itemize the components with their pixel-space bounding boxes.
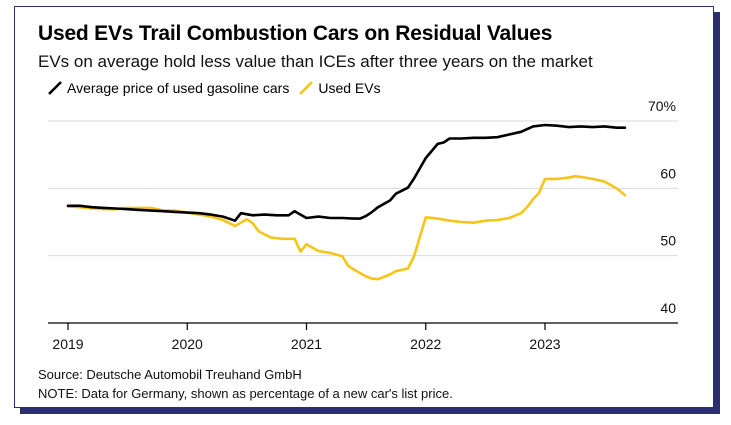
footnote: NOTE: Data for Germany, shown as percent… xyxy=(38,386,453,401)
x-tick-label-2022: 2022 xyxy=(410,336,441,352)
x-tick-label-2020: 2020 xyxy=(172,336,203,352)
y-tick-label-60: 60 xyxy=(660,165,676,181)
chart-legend: Average price of used gasoline cars Used… xyxy=(48,80,391,96)
y-tick-label-50: 50 xyxy=(660,233,676,249)
chart-subtitle: EVs on average hold less value than ICEs… xyxy=(38,52,593,71)
series-line-ev xyxy=(66,174,627,281)
chart-title: Used EVs Trail Combustion Cars on Residu… xyxy=(38,22,553,45)
x-tick-label-2019: 2019 xyxy=(52,336,83,352)
x-tick-label-2021: 2021 xyxy=(291,336,322,352)
legend-item-ev: Used EVs xyxy=(299,80,381,96)
y-tick-label-40: 40 xyxy=(660,300,676,316)
x-tick-label-2023: 2023 xyxy=(529,336,560,352)
legend-swatch-gas xyxy=(48,81,62,95)
source-note: Source: Deutsche Automobil Treuhand GmbH xyxy=(38,367,302,382)
series-line-gas xyxy=(66,123,627,222)
legend-label-ev: Used EVs xyxy=(318,80,381,96)
y-tick-label-70: 70% xyxy=(648,98,676,114)
legend-item-gas: Average price of used gasoline cars xyxy=(48,80,289,96)
legend-swatch-ev xyxy=(299,81,314,95)
legend-label-gas: Average price of used gasoline cars xyxy=(67,80,290,96)
